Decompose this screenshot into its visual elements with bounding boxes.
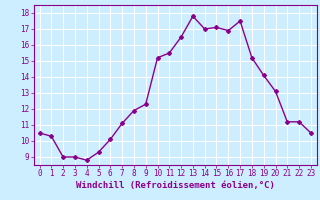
X-axis label: Windchill (Refroidissement éolien,°C): Windchill (Refroidissement éolien,°C) (76, 181, 275, 190)
